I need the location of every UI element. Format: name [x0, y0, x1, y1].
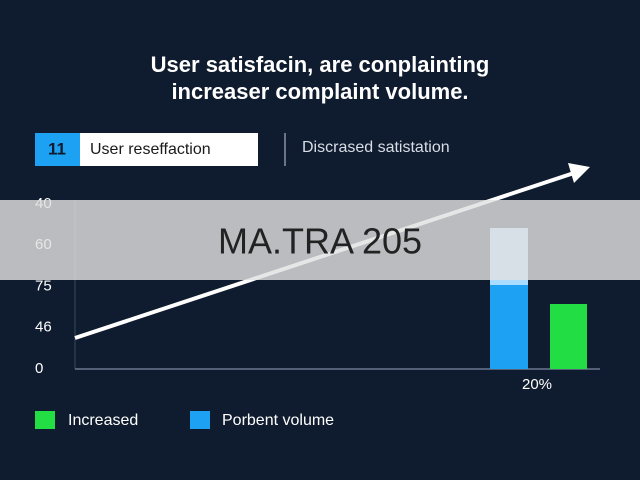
- y-axis-label: 0: [35, 360, 43, 377]
- title-line: User satisfacin, are conplainting: [151, 52, 490, 77]
- legend-text: Porbent volume: [222, 412, 334, 429]
- legend-text: Increased: [68, 412, 138, 429]
- overlay-band: [0, 200, 640, 280]
- badge-text: 11: [48, 139, 66, 158]
- legend-box: [80, 133, 258, 166]
- legend-text: User reseffaction: [90, 141, 211, 158]
- y-axis-label: 46: [35, 319, 52, 336]
- bar-green: [550, 304, 587, 369]
- arrow-head: [568, 163, 590, 183]
- overlay-text: MA.TRA 205: [218, 221, 422, 262]
- y-axis-label: 75: [35, 277, 52, 294]
- legend-swatch: [190, 411, 210, 429]
- bar-blue: [490, 285, 528, 369]
- x-label: 20%: [522, 376, 552, 393]
- legend-text: Discrased satistation: [302, 139, 450, 156]
- badge: [35, 133, 80, 166]
- legend-swatch: [35, 411, 55, 429]
- title-line: increaser complaint volume.: [171, 79, 468, 104]
